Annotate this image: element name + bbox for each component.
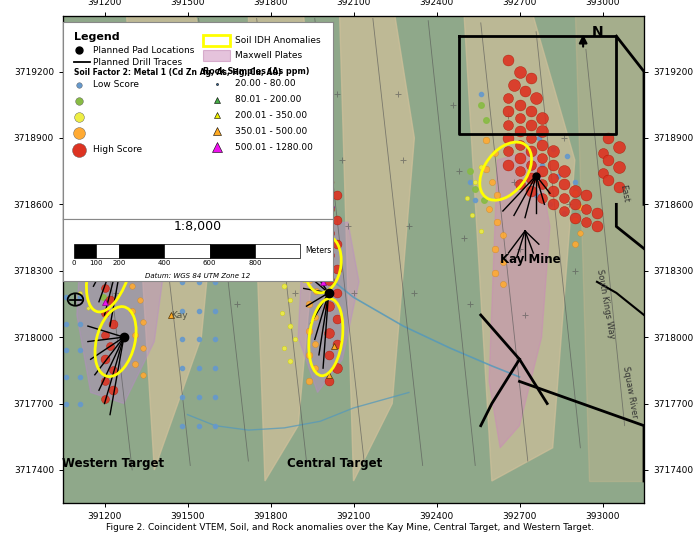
- Text: 200.01 - 350.00: 200.01 - 350.00: [235, 111, 307, 120]
- Text: Planned Pad Locations: Planned Pad Locations: [92, 46, 194, 55]
- FancyBboxPatch shape: [209, 244, 255, 258]
- Text: Kay: Kay: [171, 311, 188, 320]
- Text: Meters: Meters: [305, 246, 332, 255]
- Text: Soil Factor 2: Metal 1 (Cd Zn Ag, As, Hg, Cu, Au): Soil Factor 2: Metal 1 (Cd Zn Ag, As, Hg…: [74, 69, 281, 77]
- Polygon shape: [127, 16, 220, 470]
- Polygon shape: [489, 149, 550, 448]
- Text: Figure 2. Coincident VTEM, Soil, and Rock anomalies over the Kay Mine, Central T: Figure 2. Coincident VTEM, Soil, and Roc…: [106, 523, 594, 532]
- Polygon shape: [248, 16, 321, 481]
- Text: VTEM Anomalies: VTEM Anomalies: [199, 270, 295, 280]
- FancyBboxPatch shape: [164, 244, 209, 258]
- Text: South Kings Way: South Kings Way: [595, 268, 616, 339]
- Text: 800: 800: [248, 260, 262, 266]
- Text: 500.01 - 1280.00: 500.01 - 1280.00: [235, 142, 314, 151]
- Text: 0: 0: [71, 260, 76, 266]
- Text: Squaw River: Squaw River: [621, 366, 639, 419]
- Text: Central Target: Central Target: [286, 457, 382, 470]
- Text: N: N: [592, 25, 603, 39]
- Text: Datum: WGS 84 UTM Zone 12: Datum: WGS 84 UTM Zone 12: [145, 273, 251, 279]
- Polygon shape: [77, 200, 165, 404]
- Text: 200: 200: [113, 260, 126, 266]
- FancyBboxPatch shape: [119, 244, 164, 258]
- Text: 1:8,000: 1:8,000: [174, 220, 222, 233]
- FancyBboxPatch shape: [97, 244, 119, 258]
- Text: Rock Samples (As ppm): Rock Samples (As ppm): [203, 68, 309, 76]
- Text: 100: 100: [90, 260, 103, 266]
- Text: 20.00 - 80.00: 20.00 - 80.00: [235, 80, 296, 88]
- Text: Low Score: Low Score: [92, 80, 139, 89]
- Text: 600: 600: [203, 260, 216, 266]
- Text: Maxwell Plates: Maxwell Plates: [235, 51, 302, 60]
- Text: Soil IDH Anomalies: Soil IDH Anomalies: [235, 36, 321, 45]
- Polygon shape: [298, 222, 359, 392]
- Text: High Score: High Score: [92, 145, 142, 154]
- Text: 350.01 - 500.00: 350.01 - 500.00: [235, 127, 308, 136]
- Polygon shape: [464, 16, 575, 481]
- Text: Legend: Legend: [74, 31, 120, 42]
- Polygon shape: [575, 16, 658, 481]
- Text: Planned Drill Traces: Planned Drill Traces: [92, 58, 182, 67]
- Text: Kay Mine: Kay Mine: [500, 253, 561, 266]
- Text: Western Target: Western Target: [62, 457, 164, 470]
- Text: 400: 400: [158, 260, 171, 266]
- FancyBboxPatch shape: [74, 244, 97, 258]
- Text: Spang Creek: Spang Creek: [143, 67, 166, 121]
- Polygon shape: [340, 16, 414, 481]
- Text: East: East: [619, 183, 631, 203]
- Text: 80.01 - 200.00: 80.01 - 200.00: [235, 95, 302, 104]
- FancyBboxPatch shape: [255, 244, 300, 258]
- FancyBboxPatch shape: [203, 50, 230, 61]
